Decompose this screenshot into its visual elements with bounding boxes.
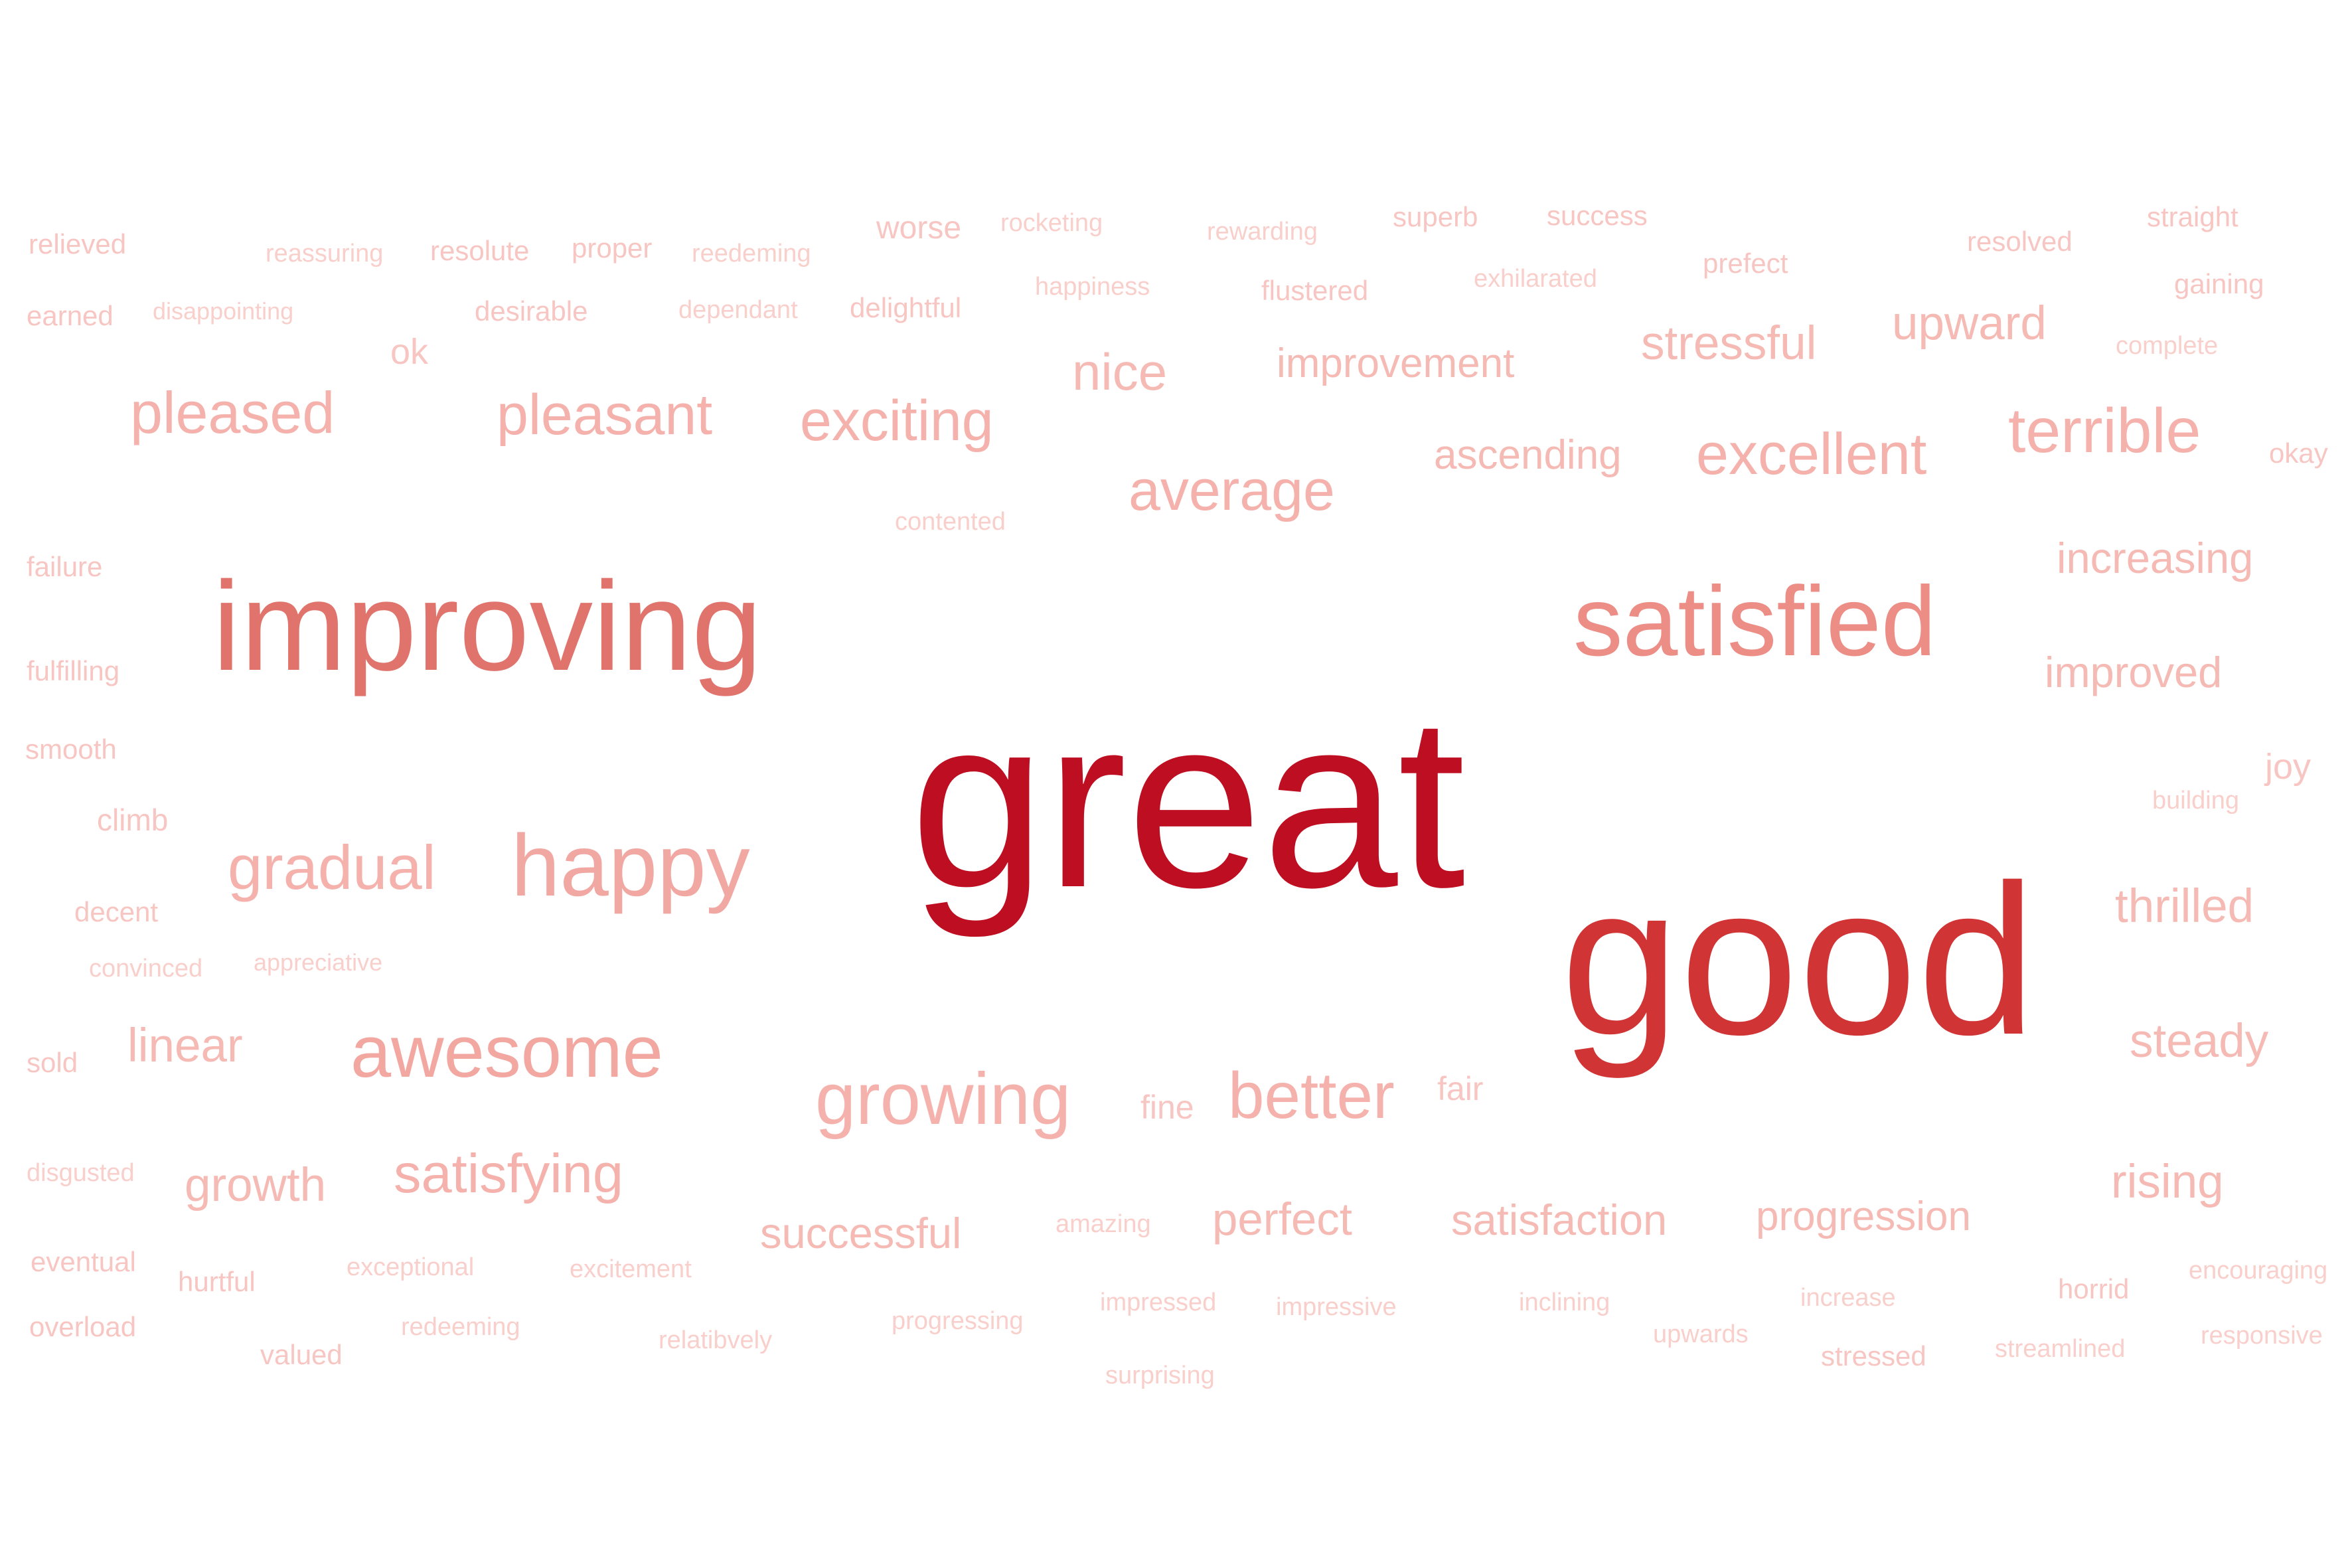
- word-surprising: surprising: [1105, 1362, 1215, 1389]
- word-failure: failure: [27, 551, 103, 582]
- word-progressing: progressing: [892, 1307, 1024, 1335]
- word-ascending: ascending: [1434, 432, 1622, 478]
- word-proper: proper: [572, 232, 653, 264]
- word-exhilarated: exhilarated: [1474, 265, 1597, 293]
- word-complete: complete: [2116, 332, 2219, 360]
- word-desirable: desirable: [475, 295, 588, 327]
- word-joy: joy: [2265, 747, 2312, 787]
- word-worse: worse: [876, 210, 962, 246]
- word-pleasant: pleasant: [497, 383, 713, 447]
- word-impressive: impressive: [1276, 1293, 1397, 1321]
- word-okay: okay: [2269, 437, 2328, 469]
- word-impressed: impressed: [1100, 1289, 1217, 1316]
- word-reedeming: reedeming: [692, 240, 811, 268]
- word-happy: happy: [511, 817, 750, 914]
- word-improving: improving: [212, 556, 762, 697]
- word-nice: nice: [1072, 343, 1168, 401]
- word-sold: sold: [27, 1047, 78, 1078]
- word-relieved: relieved: [29, 228, 127, 260]
- word-disgusted: disgusted: [27, 1159, 135, 1187]
- word-responsive: responsive: [2201, 1322, 2323, 1350]
- word-thrilled: thrilled: [2115, 880, 2254, 933]
- word-hurtful: hurtful: [178, 1266, 256, 1297]
- word-resolute: resolute: [430, 235, 530, 266]
- word-redeeming: redeeming: [401, 1313, 520, 1341]
- word-horrid: horrid: [2058, 1273, 2130, 1304]
- word-prefect: prefect: [1703, 248, 1788, 279]
- word-pleased: pleased: [130, 380, 335, 445]
- word-great: great: [910, 666, 1466, 938]
- word-happiness: happiness: [1035, 273, 1150, 301]
- word-straight: straight: [2147, 201, 2238, 232]
- word-relatibvely: relatibvely: [659, 1326, 773, 1354]
- word-satisfaction: satisfaction: [1451, 1196, 1668, 1244]
- word-inclining: inclining: [1519, 1289, 1610, 1316]
- word-steady: steady: [2130, 1015, 2269, 1067]
- word-success: success: [1547, 200, 1648, 231]
- word-stressful: stressful: [1641, 317, 1817, 370]
- word-decent: decent: [74, 896, 159, 927]
- word-increase: increase: [1800, 1284, 1896, 1312]
- word-progression: progression: [1756, 1194, 1971, 1239]
- word-convinced: convinced: [89, 955, 203, 982]
- word-building: building: [2152, 787, 2239, 815]
- word-reassuring: reassuring: [266, 240, 384, 268]
- word-eventual: eventual: [31, 1246, 136, 1277]
- word-exciting: exciting: [800, 389, 994, 453]
- word-earned: earned: [27, 300, 114, 331]
- word-smooth: smooth: [25, 734, 117, 765]
- word-gaining: gaining: [2174, 268, 2264, 299]
- word-encouraging: encouraging: [2189, 1257, 2328, 1285]
- word-delightful: delightful: [850, 292, 962, 323]
- word-improved: improved: [2045, 648, 2223, 696]
- word-resolved: resolved: [1967, 226, 2073, 257]
- word-contented: contented: [895, 508, 1006, 536]
- word-exceptional: exceptional: [347, 1253, 475, 1281]
- word-average: average: [1129, 459, 1335, 522]
- word-fulfilling: fulfilling: [27, 655, 120, 686]
- word-growth: growth: [185, 1159, 327, 1212]
- word-better: better: [1228, 1059, 1395, 1132]
- word-rocketing: rocketing: [1000, 209, 1103, 237]
- word-satisfying: satisfying: [394, 1142, 623, 1204]
- word-increasing: increasing: [2057, 534, 2254, 582]
- word-overload: overload: [29, 1311, 137, 1342]
- word-fair: fair: [1437, 1070, 1484, 1107]
- word-gradual: gradual: [228, 832, 436, 902]
- word-fine: fine: [1140, 1089, 1194, 1126]
- word-appreciative: appreciative: [254, 949, 383, 976]
- word-dependant: dependant: [678, 296, 798, 324]
- word-rewarding: rewarding: [1207, 218, 1318, 246]
- word-climb: climb: [97, 803, 169, 837]
- word-perfect: perfect: [1212, 1194, 1352, 1245]
- word-amazing: amazing: [1056, 1210, 1151, 1238]
- word-ok: ok: [390, 332, 429, 372]
- word-linear: linear: [127, 1020, 243, 1072]
- word-awesome: awesome: [351, 1011, 663, 1093]
- word-rising: rising: [2111, 1156, 2224, 1208]
- word-successful: successful: [760, 1209, 962, 1257]
- word-terrible: terrible: [2008, 396, 2201, 466]
- word-valued: valued: [260, 1339, 343, 1370]
- word-good: good: [1561, 841, 2037, 1079]
- word-excellent: excellent: [1696, 421, 1927, 487]
- word-improvement: improvement: [1277, 341, 1515, 386]
- word-disappointing: disappointing: [153, 297, 294, 325]
- word-growing: growing: [815, 1058, 1071, 1140]
- word-upwards: upwards: [1653, 1320, 1749, 1348]
- word-satisfied: satisfied: [1573, 566, 1936, 676]
- word-streamlined: streamlined: [1995, 1335, 2126, 1363]
- word-upward: upward: [1892, 297, 2047, 350]
- word-stressed: stressed: [1821, 1340, 1926, 1372]
- word-excitement: excitement: [570, 1255, 692, 1283]
- word-superb: superb: [1393, 201, 1478, 232]
- word-flustered: flustered: [1261, 275, 1369, 306]
